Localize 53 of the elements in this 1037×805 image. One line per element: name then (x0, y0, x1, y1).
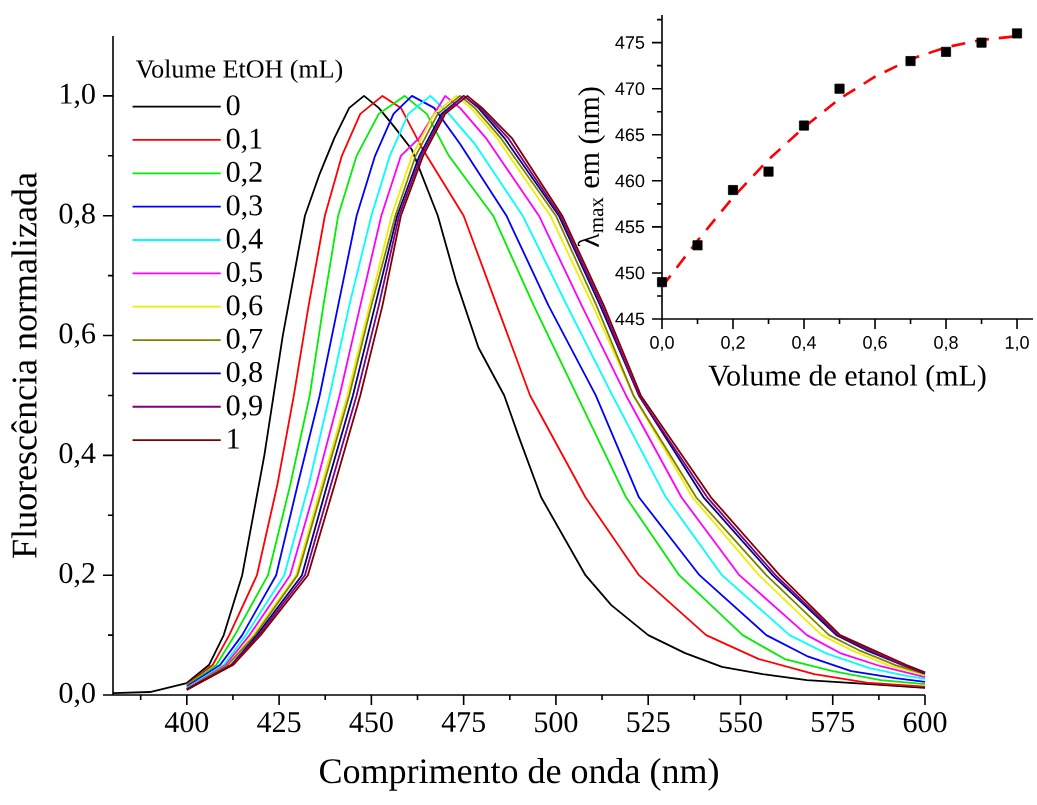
point (692, 240, 703, 251)
x-tick-label: 0,6 (863, 336, 887, 351)
point (905, 56, 916, 67)
y-tick-label: 470 (615, 82, 645, 96)
legend-label: 0,3 (226, 195, 262, 220)
legend-label: 0,6 (226, 295, 263, 320)
x-tick-label: 550 (719, 712, 762, 733)
x-tick-label: 400 (164, 712, 209, 733)
legend-label: 1 (228, 428, 239, 449)
x-tick-label: 450 (349, 712, 393, 733)
x-axis-title: Volume de etanol (mL) (708, 364, 986, 392)
y-tick-label: 460 (615, 174, 645, 188)
point (763, 166, 774, 177)
legend-label: 0 (226, 95, 240, 116)
x-tick-label: 525 (627, 712, 670, 733)
y-tick-label: 450 (615, 266, 645, 280)
y-axis-title: λ$_{max}$ em (nm) (577, 87, 606, 248)
x-tick-label: 0,4 (792, 336, 816, 351)
point (941, 46, 952, 57)
legend-label: 0,7 (226, 328, 263, 354)
y-tick-label: 0,4 (59, 443, 96, 468)
y-tick-label: 0,0 (59, 682, 95, 708)
x-tick-label: 475 (441, 712, 485, 733)
y-tick-label: 475 (615, 36, 645, 49)
legend-label: 0,8 (226, 361, 263, 387)
x-tick-label: 600 (903, 712, 947, 733)
point (1012, 28, 1023, 39)
x-axis-title: Comprimento de onda (nm) (320, 758, 718, 791)
legend-title: Volume EtOH (mL) (135, 59, 343, 84)
y-tick-label: 465 (615, 128, 645, 142)
x-tick-label: 425 (257, 712, 301, 733)
legend-label: 0,2 (226, 161, 262, 187)
x-tick-label: 500 (535, 712, 578, 733)
legend-label: 0,9 (226, 395, 262, 420)
x-tick-label: 0,2 (721, 336, 745, 351)
point (799, 120, 810, 131)
legend-label: 0,4 (226, 228, 263, 254)
point (657, 277, 668, 288)
y-tick-label: 445 (615, 312, 645, 326)
legend-label: 0,1 (226, 128, 262, 154)
point (728, 185, 739, 196)
point (834, 83, 845, 94)
point (976, 37, 987, 48)
y-tick-label: 0,2 (59, 562, 95, 588)
x-tick-label: 0,8 (934, 336, 958, 351)
x-tick-label: 1,0 (1005, 336, 1029, 351)
x-tick-label: 575 (811, 712, 855, 732)
y-axis-title: Fluorescência normalizada (11, 172, 37, 558)
legend-label: 0,5 (226, 261, 262, 287)
y-tick-label: 1,0 (61, 83, 95, 109)
x-tick-label: 0,0 (650, 336, 674, 351)
y-tick-label: 0,8 (59, 203, 95, 229)
y-tick-label: 455 (615, 220, 645, 234)
